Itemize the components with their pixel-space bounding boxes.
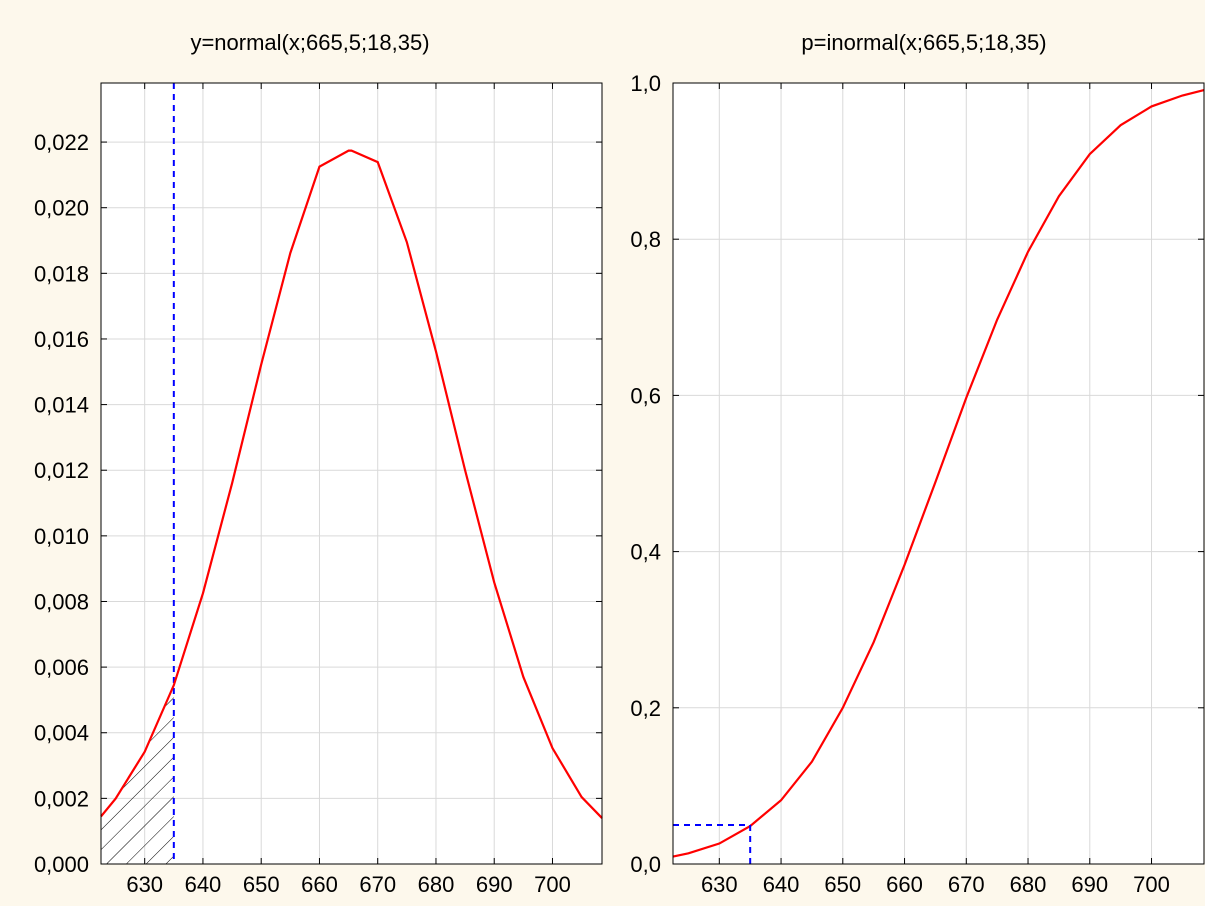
x-tick-label: 690 (1071, 872, 1108, 897)
density-shaded-area (101, 685, 174, 864)
density-chart: 630 640 650 660 670 680 690 700 0,000 0,002 0,004… (34, 30, 603, 897)
y-tick-label: 0,014 (34, 393, 89, 418)
x-tick-label: 650 (824, 872, 861, 897)
y-tick-label: 0,022 (34, 130, 89, 155)
y-tick-label: 0,008 (34, 589, 89, 614)
y-tick-label: 0,002 (34, 786, 89, 811)
y-tick-label: 0,010 (34, 524, 89, 549)
y-tick-label: 0,020 (34, 196, 89, 221)
density-curve (100, 149, 603, 819)
cumulative-grid (673, 82, 1204, 865)
cumulative-y-tick-labels: 0,0 0,2 0,4 0,6 0,8 1,0 (630, 71, 661, 877)
density-y-tick-labels: 0,000 0,002 0,004 0,006 0,008 0,010 0,012 0,014… (34, 130, 89, 877)
y-tick-label: 0,000 (34, 852, 89, 877)
x-tick-label: 670 (359, 872, 396, 897)
x-tick-label: 700 (534, 872, 571, 897)
x-tick-label: 700 (1133, 872, 1170, 897)
y-tick-label: 0,6 (630, 383, 661, 408)
y-tick-label: 0,0 (630, 852, 661, 877)
x-tick-label: 660 (886, 872, 923, 897)
y-tick-label: 1,0 (630, 71, 661, 96)
cumulative-title: p=inormal(x;665,5;18,35) (801, 30, 1046, 55)
x-tick-label: 690 (476, 872, 513, 897)
y-tick-label: 0,2 (630, 696, 661, 721)
y-tick-label: 0,018 (34, 261, 89, 286)
density-grid (101, 83, 602, 865)
x-tick-label: 640 (185, 872, 222, 897)
x-tick-label: 650 (243, 872, 280, 897)
y-tick-label: 0,016 (34, 327, 89, 352)
y-tick-label: 0,8 (630, 227, 661, 252)
x-tick-label: 660 (301, 872, 338, 897)
cumulative-ticks (673, 82, 1204, 865)
density-x-tick-labels: 630 640 650 660 670 680 690 700 (126, 872, 571, 897)
y-tick-label: 0,012 (34, 458, 89, 483)
density-plot-frame (100, 82, 603, 865)
cumulative-x-tick-labels: 630 640 650 660 670 680 690 700 (701, 872, 1170, 897)
x-tick-label: 630 (126, 872, 163, 897)
cumulative-plot-frame (672, 82, 1205, 865)
cumulative-marker-lines (673, 823, 752, 864)
x-tick-label: 680 (418, 872, 455, 897)
density-title: y=normal(x;665,5;18,35) (190, 30, 429, 55)
x-tick-label: 630 (701, 872, 738, 897)
density-ticks (101, 83, 602, 865)
x-tick-label: 640 (763, 872, 800, 897)
x-tick-label: 680 (1010, 872, 1047, 897)
density-plot-background (101, 83, 602, 864)
cumulative-chart: 630 640 650 660 670 680 690 700 0,0 0,2 0,4 0,6 0,8… (630, 30, 1205, 897)
y-tick-label: 0,006 (34, 655, 89, 680)
y-tick-label: 0,004 (34, 721, 89, 746)
x-tick-label: 670 (948, 872, 985, 897)
y-tick-label: 0,4 (630, 540, 661, 565)
